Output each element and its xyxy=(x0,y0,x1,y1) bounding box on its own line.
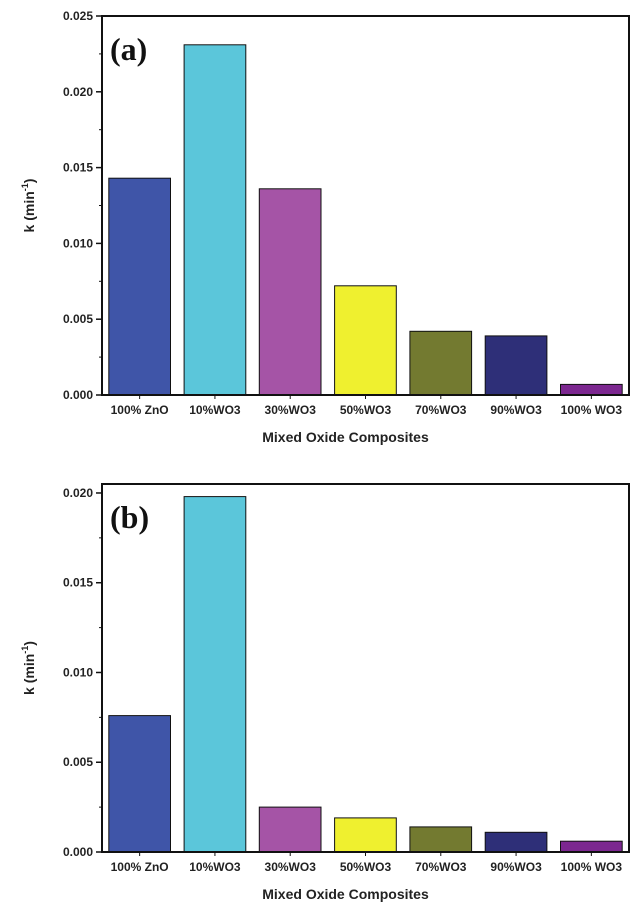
bar-5 xyxy=(409,330,473,396)
y-tick-label: 0.010 xyxy=(63,236,93,250)
x-tick-label: 30%WO3 xyxy=(265,860,317,874)
x-tick-label: 90%WO3 xyxy=(490,403,542,417)
bar-5 xyxy=(409,826,473,853)
y-tick-label: 0.010 xyxy=(63,665,93,679)
x-tick-label: 70%WO3 xyxy=(415,403,467,417)
x-tick-label: 50%WO3 xyxy=(340,403,392,417)
y-tick-label: 0.015 xyxy=(63,161,93,175)
y-tick-label: 0.000 xyxy=(63,388,93,402)
y-tick-label: 0.020 xyxy=(63,85,93,99)
y-axis-title: k (min-1) xyxy=(20,179,37,233)
y-tick-label: 0.000 xyxy=(63,845,93,859)
x-tick-label: 100% WO3 xyxy=(561,403,623,417)
bar-3 xyxy=(258,188,322,396)
bar-6 xyxy=(484,335,548,396)
x-tick-label: 100% WO3 xyxy=(561,860,623,874)
y-tick-label: 0.025 xyxy=(63,9,93,23)
panel-label: (a) xyxy=(110,31,147,67)
bar-2 xyxy=(183,496,247,853)
x-tick-label: 10%WO3 xyxy=(189,403,241,417)
x-tick-label: 30%WO3 xyxy=(265,403,317,417)
x-tick-label: 100% ZnO xyxy=(111,860,169,874)
y-tick-label: 0.005 xyxy=(63,312,93,326)
y-tick-label: 0.015 xyxy=(63,576,93,590)
x-axis-title: Mixed Oxide Composites xyxy=(262,429,429,445)
y-tick-label: 0.005 xyxy=(63,755,93,769)
x-tick-label: 100% ZnO xyxy=(111,403,169,417)
bar-2 xyxy=(183,44,247,396)
panel-label: (b) xyxy=(110,499,149,535)
bar-7 xyxy=(560,383,623,396)
bar-4 xyxy=(334,817,397,853)
bar-6 xyxy=(484,831,548,853)
y-axis-title: k (min-1) xyxy=(20,641,37,695)
x-tick-label: 90%WO3 xyxy=(490,860,542,874)
x-tick-label: 70%WO3 xyxy=(415,860,467,874)
chart-panel-a: 0.000 0.005 0.010 0.015 0.020 0.025 100% ZnO 10… xyxy=(20,9,630,445)
bar-3 xyxy=(258,806,322,853)
x-tick-label: 10%WO3 xyxy=(189,860,241,874)
bar-1 xyxy=(108,177,172,396)
bar-4 xyxy=(334,285,397,396)
x-axis-title: Mixed Oxide Composites xyxy=(262,886,429,902)
x-tick-label: 50%WO3 xyxy=(340,860,392,874)
plot-frame xyxy=(101,483,630,853)
bar-1 xyxy=(108,715,172,853)
chart-panel-b: 0.000 0.005 0.010 0.015 0.020 100% ZnO 10%WO3 3… xyxy=(20,483,630,902)
y-tick-label: 0.020 xyxy=(63,486,93,500)
bar-7 xyxy=(560,840,623,853)
